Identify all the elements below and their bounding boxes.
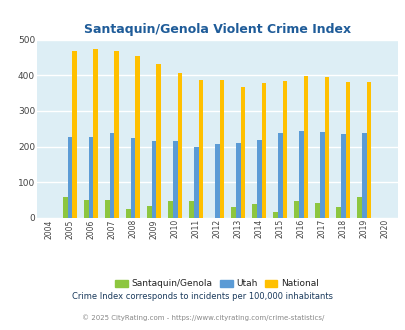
- Bar: [177, 74, 182, 218]
- Bar: [126, 209, 130, 218]
- Bar: [361, 133, 366, 218]
- Bar: [214, 144, 219, 218]
- Bar: [235, 143, 240, 218]
- Bar: [273, 212, 277, 218]
- Title: Santaquin/Genola Violent Crime Index: Santaquin/Genola Violent Crime Index: [83, 23, 350, 36]
- Bar: [231, 208, 235, 218]
- Bar: [340, 134, 345, 218]
- Bar: [240, 87, 245, 218]
- Bar: [282, 81, 286, 218]
- Bar: [105, 200, 110, 218]
- Bar: [356, 197, 361, 218]
- Bar: [89, 137, 93, 218]
- Bar: [335, 207, 340, 218]
- Bar: [130, 138, 135, 218]
- Bar: [189, 201, 194, 218]
- Bar: [63, 197, 68, 218]
- Bar: [366, 82, 370, 218]
- Bar: [110, 133, 114, 218]
- Bar: [114, 51, 119, 218]
- Bar: [345, 82, 350, 218]
- Legend: Santaquin/Genola, Utah, National: Santaquin/Genola, Utah, National: [112, 276, 322, 292]
- Bar: [219, 80, 224, 218]
- Bar: [168, 201, 173, 218]
- Bar: [135, 56, 140, 218]
- Bar: [68, 137, 72, 218]
- Bar: [298, 131, 303, 218]
- Text: Crime Index corresponds to incidents per 100,000 inhabitants: Crime Index corresponds to incidents per…: [72, 292, 333, 301]
- Bar: [147, 206, 151, 218]
- Bar: [156, 64, 161, 218]
- Bar: [277, 133, 282, 218]
- Bar: [252, 204, 256, 218]
- Bar: [93, 49, 98, 218]
- Bar: [319, 132, 324, 218]
- Text: © 2025 CityRating.com - https://www.cityrating.com/crime-statistics/: © 2025 CityRating.com - https://www.city…: [82, 314, 323, 321]
- Bar: [324, 77, 328, 218]
- Bar: [72, 50, 77, 218]
- Bar: [151, 141, 156, 218]
- Bar: [173, 141, 177, 218]
- Bar: [198, 80, 202, 218]
- Bar: [303, 76, 307, 218]
- Bar: [256, 140, 261, 218]
- Bar: [84, 200, 89, 218]
- Bar: [294, 201, 298, 218]
- Bar: [261, 83, 266, 218]
- Bar: [194, 147, 198, 218]
- Bar: [315, 203, 319, 218]
